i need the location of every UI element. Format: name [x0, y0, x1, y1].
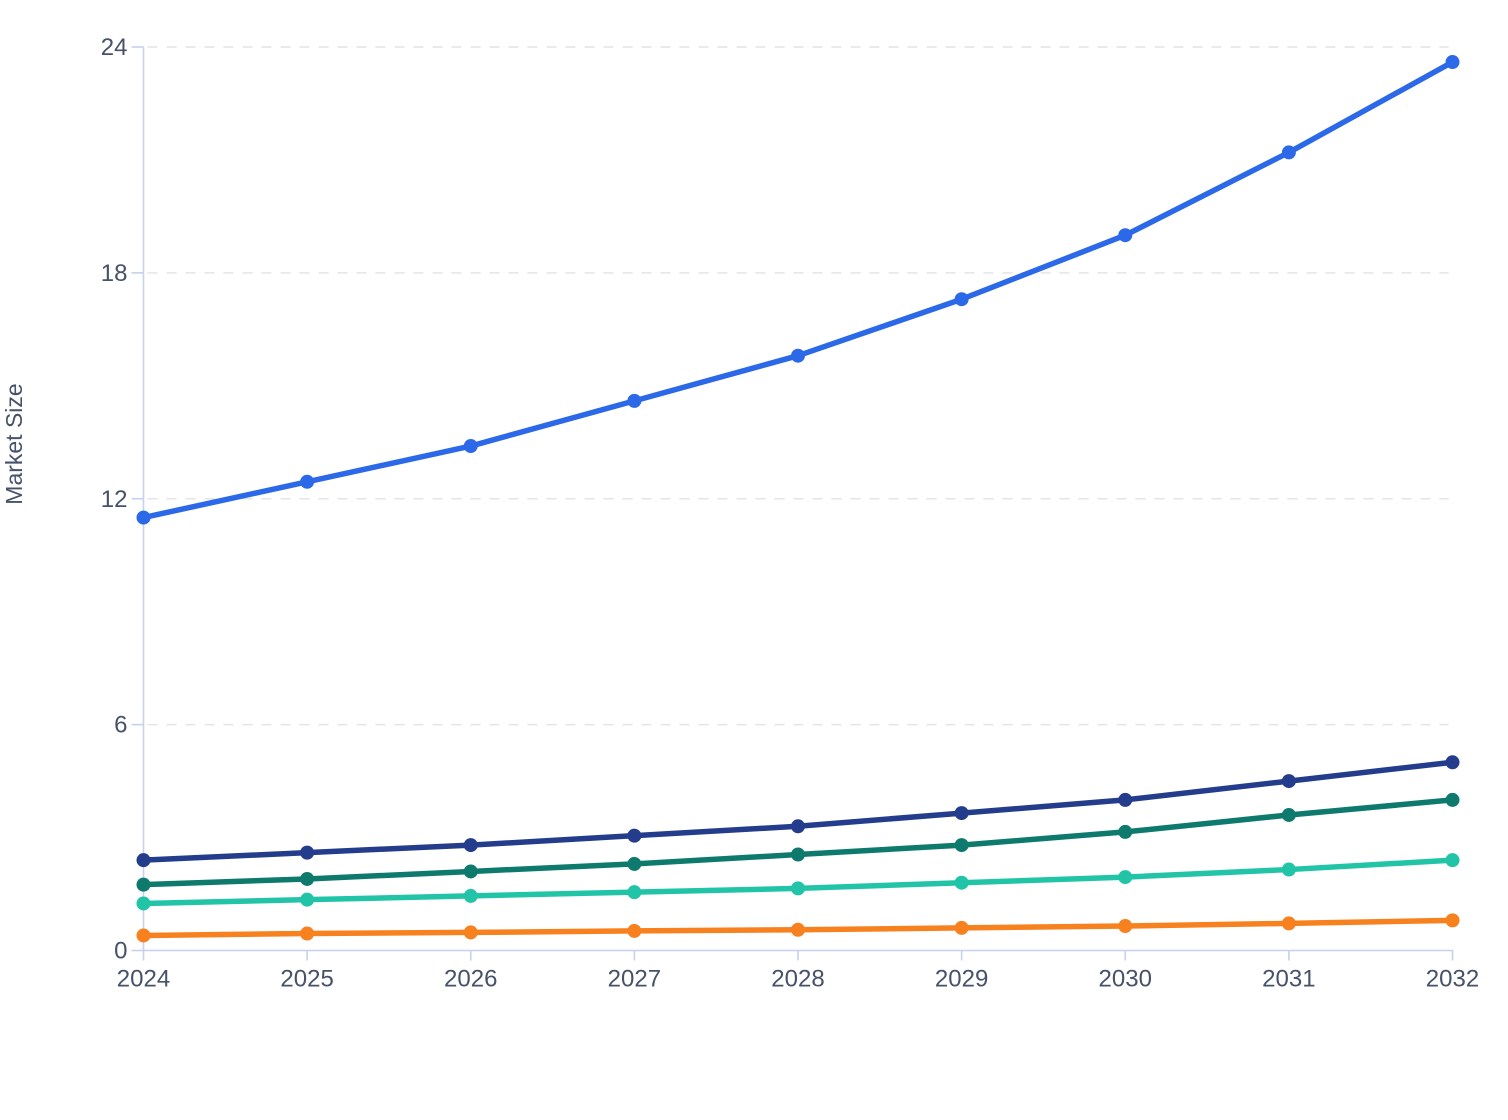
- series-point-navy-2032[interactable]: [1445, 755, 1460, 770]
- series-point-orange-2025[interactable]: [300, 926, 315, 941]
- series-point-dark-green-2032[interactable]: [1445, 792, 1460, 807]
- series-point-orange-2028[interactable]: [791, 922, 805, 937]
- series-point-orange-2032[interactable]: [1445, 913, 1460, 928]
- x-tick-label: 2028: [771, 966, 824, 993]
- series-point-orange-2024[interactable]: [136, 928, 151, 943]
- series-point-dark-green-2031[interactable]: [1281, 807, 1296, 822]
- y-tick-label: 12: [101, 486, 128, 513]
- series-point-teal-2028[interactable]: [791, 881, 805, 896]
- series-point-orange-2031[interactable]: [1281, 916, 1296, 931]
- series-point-blue-2024[interactable]: [136, 510, 151, 525]
- axis-labels-layer: 0 6 12 18 24 2024 2025 2026 2027 2028 2029 2030 2031…: [101, 34, 1479, 993]
- series-point-blue-2025[interactable]: [300, 474, 315, 489]
- series-point-blue-2029[interactable]: [954, 292, 969, 307]
- series-point-dark-green-2030[interactable]: [1118, 824, 1133, 839]
- series-point-dark-green-2024[interactable]: [136, 877, 151, 892]
- series-point-blue-2026[interactable]: [463, 439, 478, 454]
- series-point-teal-2025[interactable]: [300, 892, 315, 907]
- gridlines-layer: [147, 46, 1449, 726]
- series-line-navy: [140, 759, 1456, 863]
- y-tick-label: 24: [101, 34, 128, 61]
- series-line-blue: [140, 59, 1456, 521]
- axes-layer: [131, 46, 1454, 961]
- series-point-blue-2027[interactable]: [627, 393, 642, 408]
- series-point-teal-2031[interactable]: [1281, 862, 1296, 877]
- x-tick-label: 2025: [280, 966, 333, 993]
- x-tick-label: 2027: [608, 966, 661, 993]
- y-tick-label: 0: [114, 938, 127, 965]
- series-point-blue-2028[interactable]: [791, 348, 805, 363]
- y-axis-title: Market Size: [1, 383, 27, 504]
- series-point-navy-2029[interactable]: [954, 806, 969, 821]
- x-tick-label: 2032: [1426, 966, 1479, 993]
- x-tick-label: 2026: [444, 966, 497, 993]
- series-point-navy-2027[interactable]: [627, 828, 642, 843]
- series-point-navy-2030[interactable]: [1118, 792, 1133, 807]
- series-point-dark-green-2025[interactable]: [300, 871, 315, 886]
- series-point-navy-2026[interactable]: [463, 838, 478, 853]
- series-point-blue-2032[interactable]: [1445, 55, 1460, 70]
- series-layer: [136, 55, 1460, 943]
- series-point-teal-2026[interactable]: [463, 888, 478, 903]
- series-point-teal-2029[interactable]: [954, 875, 969, 890]
- y-tick-label: 6: [114, 712, 127, 739]
- x-tick-label: 2024: [117, 966, 170, 993]
- series-point-teal-2027[interactable]: [627, 885, 642, 900]
- series-point-teal-2030[interactable]: [1118, 870, 1133, 885]
- series-point-teal-2032[interactable]: [1445, 853, 1460, 868]
- x-tick-label: 2030: [1099, 966, 1152, 993]
- series-point-orange-2029[interactable]: [954, 920, 969, 935]
- x-tick-label: 2031: [1262, 966, 1315, 993]
- series-point-dark-green-2028[interactable]: [791, 847, 805, 862]
- series-point-navy-2025[interactable]: [300, 845, 315, 860]
- series-point-dark-green-2027[interactable]: [627, 856, 642, 871]
- series-point-teal-2024[interactable]: [136, 896, 151, 911]
- series-point-blue-2030[interactable]: [1118, 228, 1133, 243]
- series-point-orange-2027[interactable]: [627, 923, 642, 938]
- x-tick-label: 2029: [935, 966, 988, 993]
- series-point-navy-2028[interactable]: [791, 819, 805, 834]
- series-point-blue-2031[interactable]: [1281, 145, 1296, 160]
- series-point-navy-2024[interactable]: [136, 853, 151, 868]
- series-point-dark-green-2029[interactable]: [954, 838, 969, 853]
- series-point-orange-2026[interactable]: [463, 925, 478, 940]
- y-tick-label: 18: [101, 260, 128, 287]
- series-point-orange-2030[interactable]: [1118, 919, 1133, 934]
- series-point-navy-2031[interactable]: [1281, 774, 1296, 789]
- series-point-dark-green-2026[interactable]: [463, 864, 478, 879]
